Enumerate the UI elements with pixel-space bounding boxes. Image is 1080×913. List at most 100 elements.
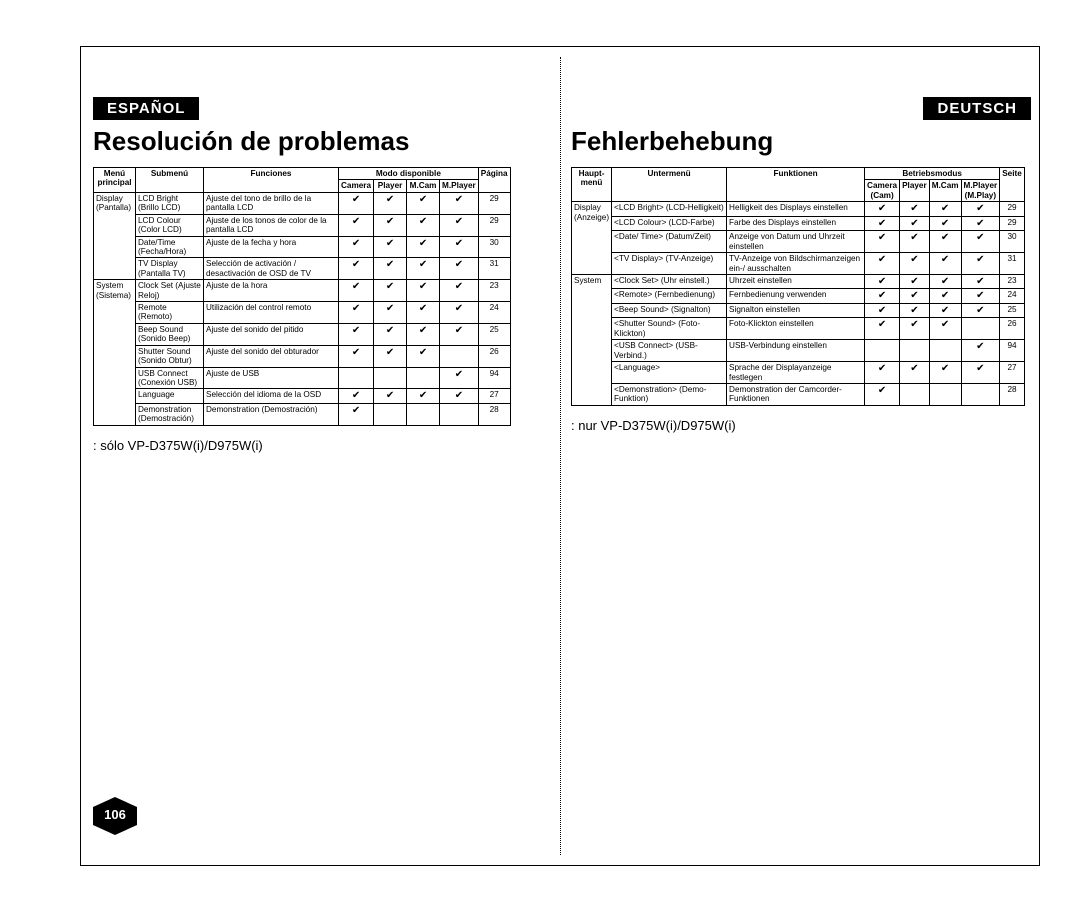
cell-submenu: TV Display (Pantalla TV): [136, 258, 204, 280]
cell-function: Foto-Klickton einstellen: [727, 318, 865, 340]
cell-function: Ajuste del sonido del pitido: [204, 323, 339, 345]
cell-submenu: LCD Colour (Color LCD): [136, 214, 204, 236]
cell-submenu: <Beep Sound> (Signalton): [612, 303, 727, 318]
cell-mode: ✔: [339, 345, 374, 367]
cell-function: Utilización del control remoto: [204, 302, 339, 324]
cell-function: TV-Anzeige von Bildschirmanzeigen ein-/ …: [727, 253, 865, 275]
cell-mode: ✔: [407, 214, 440, 236]
th-sub: Submenú: [136, 168, 204, 193]
cell-function: Farbe des Displays einstellen: [727, 216, 865, 231]
cell-submenu: <Date/ Time> (Datum/Zeit): [612, 231, 727, 253]
cell-mode: ✔: [440, 389, 479, 404]
table-row: Demonstration (Demostración)Demonstratio…: [94, 403, 511, 425]
cell-mode: ✔: [961, 362, 1000, 384]
cell-mode: [440, 403, 479, 425]
cell-submenu: <TV Display> (TV-Anzeige): [612, 253, 727, 275]
cell-mode: ✔: [961, 303, 1000, 318]
cell-submenu: <USB Connect> (USB-Verbind.): [612, 340, 727, 362]
cell-function: Ajuste de la hora: [204, 280, 339, 302]
cell-submenu: Demonstration (Demostración): [136, 403, 204, 425]
cell-mode: [929, 383, 961, 405]
cell-function: Fernbedienung verwenden: [727, 289, 865, 304]
table-row: TV Display (Pantalla TV)Selección de act…: [94, 258, 511, 280]
cell-mode: ✔: [865, 274, 900, 289]
cell-mode: ✔: [407, 236, 440, 258]
th-m1: Camera: [339, 180, 374, 192]
cell-submenu: <Demonstration> (Demo-Funktion): [612, 383, 727, 405]
cell-mode: ✔: [374, 192, 407, 214]
cell-page: 24: [1000, 289, 1025, 304]
cell-mode: ✔: [339, 323, 374, 345]
cell-submenu: <Clock Set> (Uhr einstell.): [612, 274, 727, 289]
title-de: Fehlerbehebung: [571, 126, 1031, 157]
cell-mode: ✔: [961, 231, 1000, 253]
cell-page: 30: [478, 236, 510, 258]
cell-mode: ✔: [440, 280, 479, 302]
cell-mode: [339, 367, 374, 389]
cell-page: 94: [1000, 340, 1025, 362]
cell-page: 27: [478, 389, 510, 404]
th-modegroup: Modo disponible: [339, 168, 479, 180]
cell-mode: ✔: [440, 192, 479, 214]
table-row: Display (Pantalla)LCD Bright (Brillo LCD…: [94, 192, 511, 214]
th-m3: M.Cam: [407, 180, 440, 192]
table-es: Menú principal Submenú Funciones Modo di…: [93, 167, 511, 426]
cell-function: Selección del idioma de la OSD: [204, 389, 339, 404]
cell-submenu: Clock Set (Ajuste Reloj): [136, 280, 204, 302]
cell-page: 26: [478, 345, 510, 367]
cell-page: 28: [1000, 383, 1025, 405]
cell-mode: [407, 367, 440, 389]
cell-mode: [374, 403, 407, 425]
cell-mode: ✔: [865, 253, 900, 275]
cell-mode: ✔: [339, 403, 374, 425]
cell-page: 23: [1000, 274, 1025, 289]
cell-mode: [407, 403, 440, 425]
cell-mode: ✔: [929, 303, 961, 318]
cell-submenu: Beep Sound (Sonido Beep): [136, 323, 204, 345]
table-row: <Language>Sprache der Displayanzeige fes…: [572, 362, 1025, 384]
table-row: <TV Display> (TV-Anzeige)TV-Anzeige von …: [572, 253, 1025, 275]
cell-submenu: Date/Time (Fecha/Hora): [136, 236, 204, 258]
cell-mode: ✔: [440, 258, 479, 280]
cell-mode: ✔: [865, 202, 900, 217]
pane-spanish: ESPAÑOL Resolución de problemas Menú pri…: [93, 97, 553, 453]
cell-submenu: Shutter Sound (Sonido Obtur): [136, 345, 204, 367]
cell-page: 31: [1000, 253, 1025, 275]
cell-function: Uhrzeit einstellen: [727, 274, 865, 289]
table-row: <Shutter Sound> (Foto-Klickton)Foto-Klic…: [572, 318, 1025, 340]
cell-mode: ✔: [900, 274, 930, 289]
cell-function: Demonstration der Camcorder-Funktionen: [727, 383, 865, 405]
cell-mode: ✔: [339, 236, 374, 258]
cell-menu: System: [572, 274, 612, 405]
cell-function: Ajuste del sonido del obturador: [204, 345, 339, 367]
cell-page: 29: [478, 192, 510, 214]
cell-function: Ajuste del tono de brillo de la pantalla…: [204, 192, 339, 214]
cell-function: Ajuste de USB: [204, 367, 339, 389]
table-row: Date/Time (Fecha/Hora)Ajuste de la fecha…: [94, 236, 511, 258]
cell-page: 25: [1000, 303, 1025, 318]
cell-mode: ✔: [407, 389, 440, 404]
cell-mode: ✔: [900, 231, 930, 253]
cell-mode: ✔: [865, 318, 900, 340]
cell-mode: ✔: [339, 192, 374, 214]
cell-menu: System (Sistema): [94, 280, 136, 426]
cell-submenu: Remote (Remoto): [136, 302, 204, 324]
cell-mode: ✔: [865, 231, 900, 253]
th-menu: Haupt-menü: [572, 168, 612, 202]
cell-mode: [961, 383, 1000, 405]
vertical-divider: [560, 57, 561, 855]
table-row: Display (Anzeige)<LCD Bright> (LCD-Helli…: [572, 202, 1025, 217]
cell-mode: ✔: [339, 280, 374, 302]
cell-mode: ✔: [440, 323, 479, 345]
cell-mode: [374, 367, 407, 389]
cell-mode: ✔: [374, 323, 407, 345]
th-func: Funktionen: [727, 168, 865, 202]
cell-mode: ✔: [929, 202, 961, 217]
cell-mode: ✔: [374, 214, 407, 236]
cell-page: 27: [1000, 362, 1025, 384]
cell-mode: ✔: [865, 303, 900, 318]
cell-function: USB-Verbindung einstellen: [727, 340, 865, 362]
table-row: USB Connect (Conexión USB)Ajuste de USB✔…: [94, 367, 511, 389]
cell-mode: ✔: [929, 253, 961, 275]
cell-mode: ✔: [929, 289, 961, 304]
